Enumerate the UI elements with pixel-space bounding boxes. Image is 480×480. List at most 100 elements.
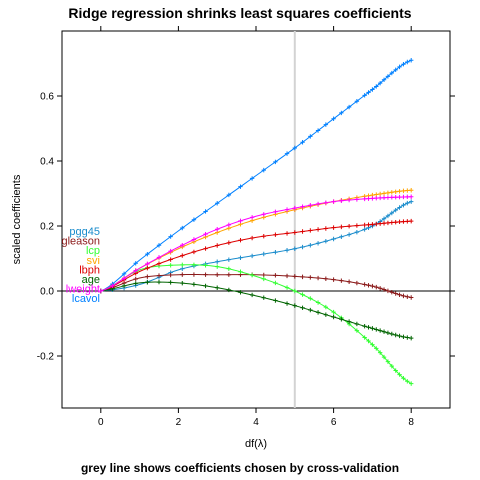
data-point-marker — [133, 281, 138, 286]
data-point-marker — [331, 314, 336, 320]
data-point-marker — [168, 263, 173, 268]
data-point-marker — [261, 167, 266, 173]
data-point-marker — [168, 272, 173, 278]
chart-title: Ridge regression shrinks least squares c… — [68, 5, 412, 21]
data-point-marker — [409, 218, 414, 224]
data-point-marker — [366, 196, 371, 201]
data-point-marker — [393, 291, 398, 296]
data-point-marker — [393, 207, 398, 213]
data-point-marker — [377, 195, 383, 201]
data-point-marker — [203, 246, 208, 251]
data-point-marker — [238, 255, 243, 260]
data-point-marker — [354, 99, 360, 104]
data-point-marker — [377, 221, 383, 226]
data-point-marker — [292, 205, 297, 211]
data-point-marker — [370, 87, 375, 92]
data-point-marker — [346, 224, 352, 229]
data-point-marker — [362, 222, 367, 228]
data-point-marker — [300, 229, 305, 234]
data-point-marker — [401, 376, 406, 381]
series-lcavol — [98, 58, 414, 294]
data-point-marker — [385, 213, 391, 219]
data-point-marker — [377, 350, 383, 355]
data-point-marker — [168, 248, 173, 254]
data-point-marker — [374, 346, 379, 351]
y-axis-title: scaled coefficients — [11, 174, 23, 264]
series-label-svi: svi — [87, 255, 100, 267]
series-lcp — [98, 262, 414, 386]
data-point-marker — [389, 290, 394, 295]
data-point-marker — [315, 128, 321, 133]
data-point-marker — [315, 227, 321, 232]
data-point-marker — [98, 288, 103, 294]
data-point-marker — [323, 312, 329, 317]
data-point-marker — [385, 359, 391, 364]
data-point-marker — [284, 301, 290, 306]
data-point-marker — [339, 224, 344, 230]
data-point-marker — [284, 207, 290, 212]
chart-caption: grey line shows coefficients chosen by c… — [80, 461, 400, 475]
data-point-marker — [215, 227, 220, 232]
data-point-marker — [377, 191, 383, 197]
data-point-marker — [300, 305, 305, 310]
data-point-marker — [397, 189, 402, 194]
data-point-marker — [401, 194, 406, 200]
data-point-marker — [284, 231, 290, 236]
x-tick-label: 6 — [331, 417, 337, 428]
data-point-marker — [381, 329, 387, 334]
data-point-marker — [393, 219, 398, 225]
data-point-marker — [409, 199, 414, 204]
data-point-marker — [300, 140, 305, 145]
data-point-marker — [401, 202, 406, 208]
data-point-marker — [300, 204, 305, 209]
series-line — [100, 59, 412, 292]
data-point-marker — [238, 218, 243, 224]
data-point-marker — [215, 243, 220, 248]
data-point-marker — [191, 282, 197, 287]
data-point-marker — [397, 64, 402, 70]
data-point-marker — [409, 335, 414, 341]
data-point-marker — [226, 272, 232, 277]
data-point-marker — [315, 275, 321, 281]
data-point-marker — [366, 325, 371, 330]
data-point-marker — [300, 274, 305, 280]
data-point-marker — [409, 295, 414, 300]
data-point-marker — [385, 288, 391, 294]
series-line — [100, 201, 412, 292]
data-point-marker — [366, 90, 371, 95]
data-point-marker — [393, 195, 398, 200]
data-point-marker — [180, 262, 185, 268]
data-point-marker — [226, 257, 232, 262]
data-point-marker — [315, 241, 321, 246]
data-point-marker — [180, 280, 185, 286]
data-point-marker — [331, 277, 336, 282]
data-point-marker — [385, 195, 391, 200]
data-point-marker — [273, 298, 278, 303]
data-point-marker — [308, 203, 313, 208]
data-point-marker — [249, 235, 255, 241]
data-point-marker — [215, 259, 220, 264]
y-axis: -0.2 0.0 0.2 0.4 0.6 — [37, 92, 455, 363]
data-point-marker — [409, 381, 414, 386]
data-point-marker — [354, 223, 360, 228]
data-point-marker — [292, 246, 297, 251]
data-point-marker — [405, 335, 410, 340]
series-line — [100, 196, 412, 292]
data-point-marker — [385, 330, 391, 336]
data-point-marker — [215, 201, 220, 206]
data-point-marker — [374, 284, 379, 290]
data-point-marker — [331, 236, 336, 242]
data-point-marker — [405, 59, 410, 65]
data-point-marker — [366, 283, 371, 288]
data-point-marker — [308, 228, 313, 233]
series-label-lbph: lbph — [79, 264, 100, 276]
data-point-marker — [346, 197, 352, 203]
data-point-marker — [331, 116, 336, 121]
series-line — [100, 281, 412, 339]
data-point-marker — [121, 283, 127, 289]
data-point-marker — [385, 190, 391, 196]
data-point-marker — [377, 80, 383, 86]
data-point-marker — [180, 266, 185, 271]
data-point-marker — [381, 191, 387, 196]
